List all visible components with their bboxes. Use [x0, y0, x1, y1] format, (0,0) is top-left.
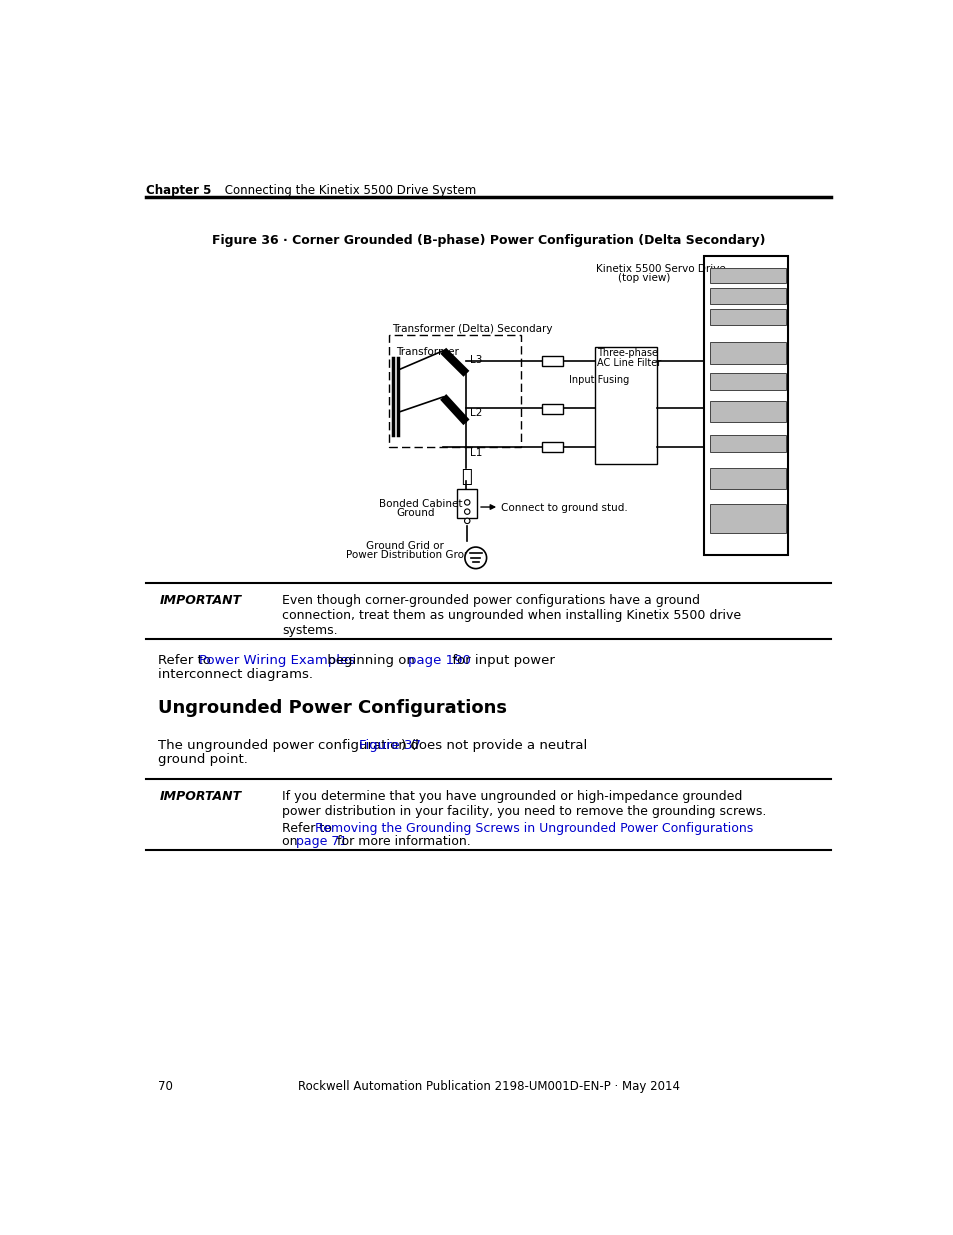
Circle shape [464, 509, 470, 514]
Bar [709, 468, 785, 489]
Text: Connecting the Kinetix 5500 Drive System: Connecting the Kinetix 5500 Drive System [206, 184, 476, 198]
Bar [595, 347, 657, 464]
Text: Power Wiring Examples: Power Wiring Examples [199, 655, 355, 667]
Text: Transformer (Delta) Secondary: Transformer (Delta) Secondary [392, 324, 552, 333]
Text: Ground Grid or: Ground Grid or [365, 541, 443, 551]
Bar [542, 442, 562, 452]
Text: 70: 70 [158, 1079, 172, 1093]
Bar [709, 268, 785, 283]
Text: ground point.: ground point. [158, 752, 248, 766]
Text: Figure 36 · Corner Grounded (B-phase) Power Configuration (Delta Secondary): Figure 36 · Corner Grounded (B-phase) Po… [212, 235, 765, 247]
Text: Three-phase: Three-phase [596, 348, 657, 358]
Text: L1: L1 [469, 448, 481, 458]
Bar [542, 356, 562, 366]
Text: Even though corner-grounded power configurations have a ground
connection, treat: Even though corner-grounded power config… [282, 594, 740, 637]
Text: ) does not provide a neutral: ) does not provide a neutral [400, 739, 586, 752]
Text: ⏚: ⏚ [460, 468, 472, 485]
Text: IMPORTANT: IMPORTANT [159, 594, 241, 608]
Text: page 71: page 71 [295, 835, 347, 848]
Bar [389, 335, 520, 447]
Circle shape [464, 519, 470, 524]
Text: Transformer: Transformer [395, 347, 458, 357]
Text: Power Distribution Ground: Power Distribution Ground [346, 550, 484, 561]
Bar [709, 373, 785, 390]
Text: L3: L3 [469, 354, 481, 364]
Text: for more information.: for more information. [333, 835, 471, 848]
Text: Input Fusing: Input Fusing [568, 374, 628, 384]
Bar [709, 288, 785, 304]
Text: Ungrounded Power Configurations: Ungrounded Power Configurations [158, 699, 506, 716]
Text: Figure 37: Figure 37 [359, 739, 421, 752]
Text: Chapter 5: Chapter 5 [146, 184, 212, 198]
Bar [542, 404, 562, 414]
Text: Bonded Cabinet: Bonded Cabinet [378, 499, 462, 509]
Text: Kinetix 5500 Servo Drive: Kinetix 5500 Servo Drive [596, 264, 725, 274]
Text: Refer to: Refer to [282, 823, 335, 835]
Text: Rockwell Automation Publication 2198-UM001D-EN-P · May 2014: Rockwell Automation Publication 2198-UM0… [297, 1079, 679, 1093]
Text: L2: L2 [469, 409, 481, 419]
Bar [456, 489, 476, 517]
Text: AC Line Filter: AC Line Filter [596, 358, 660, 368]
Bar [709, 435, 785, 452]
Text: interconnect diagrams.: interconnect diagrams. [158, 668, 313, 680]
Text: Connect to ground stud.: Connect to ground stud. [500, 503, 627, 514]
Text: page 190: page 190 [407, 655, 470, 667]
Bar [703, 256, 787, 555]
Circle shape [464, 500, 470, 505]
Text: beginning on: beginning on [323, 655, 418, 667]
Text: (top view): (top view) [617, 273, 669, 283]
Bar [709, 342, 785, 364]
Bar [709, 401, 785, 422]
Text: Removing the Grounding Screws in Ungrounded Power Configurations: Removing the Grounding Screws in Ungroun… [314, 823, 752, 835]
Text: Ground: Ground [396, 508, 435, 517]
Text: If you determine that you have ungrounded or high-impedance grounded
power distr: If you determine that you have ungrounde… [282, 789, 765, 818]
Bar [709, 309, 785, 325]
Bar [709, 504, 785, 534]
Text: on: on [282, 835, 301, 848]
Circle shape [464, 547, 486, 568]
Text: for input power: for input power [447, 655, 554, 667]
Text: IMPORTANT: IMPORTANT [159, 789, 241, 803]
Text: The ungrounded power configuration (: The ungrounded power configuration ( [158, 739, 416, 752]
Text: Refer to: Refer to [158, 655, 214, 667]
